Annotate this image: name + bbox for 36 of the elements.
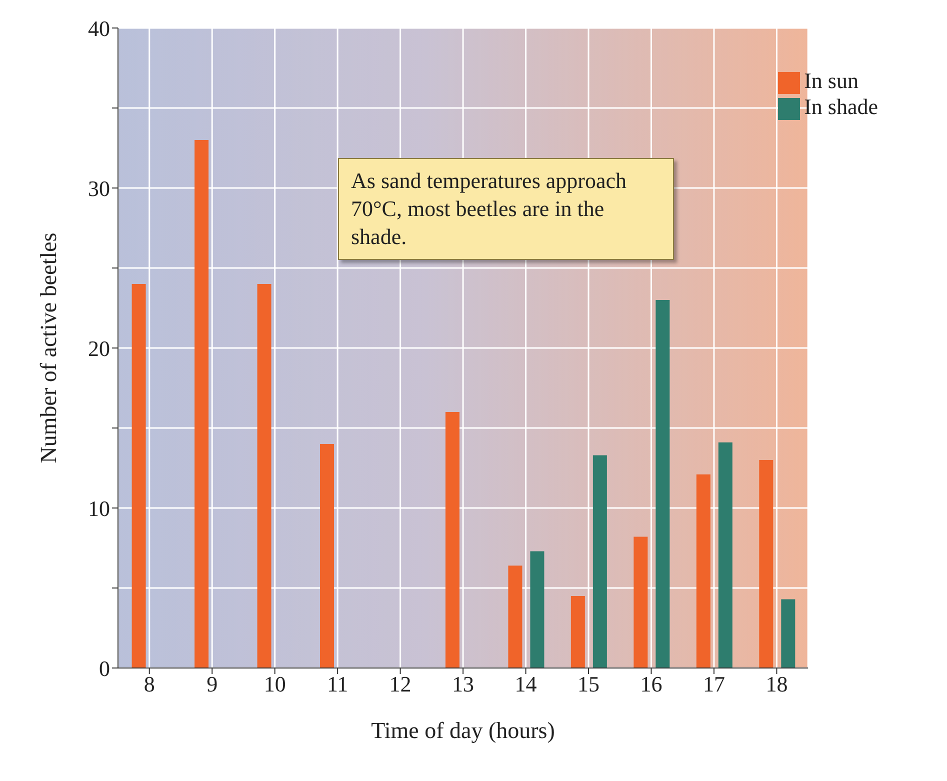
x-tick-label: 9 [206,672,218,697]
y-axis-title: Number of active beetles [36,232,62,464]
legend-label: In sun [804,68,858,93]
bar [634,536,648,668]
y-tick-label: 30 [88,176,110,201]
bar [781,599,796,668]
bar [445,412,460,668]
annotation: As sand temperatures approach 70°C, most beetles are in the shade. [338,158,674,260]
bar [592,455,607,668]
x-tick-label: 15 [578,672,600,697]
x-tick-label: 18 [766,672,788,697]
bar [194,140,209,668]
x-tick-label: 16 [640,672,662,697]
x-axis-title: Time of day (hours) [371,718,555,743]
bar [320,444,334,668]
bar [530,551,544,668]
bar [508,566,522,668]
x-tick-label: 17 [702,672,725,697]
x-tick-label: 12 [389,672,412,697]
bar [656,300,670,668]
x-tick-label: 14 [514,672,537,697]
y-tick-label: 20 [88,336,110,361]
legend-label: In shade [804,94,878,119]
bar [570,596,585,668]
bar [696,474,710,668]
x-tick-label: 11 [326,672,348,697]
x-tick-label: 8 [144,672,155,697]
bar [132,284,146,668]
y-tick-label: 40 [88,16,110,41]
y-tick-label: 10 [88,496,110,521]
x-tick-label: 10 [264,672,286,697]
bar [718,442,732,668]
bar [759,460,774,668]
y-tick-label: 0 [99,656,110,681]
x-tick-label: 13 [452,672,474,697]
bar [257,284,272,668]
